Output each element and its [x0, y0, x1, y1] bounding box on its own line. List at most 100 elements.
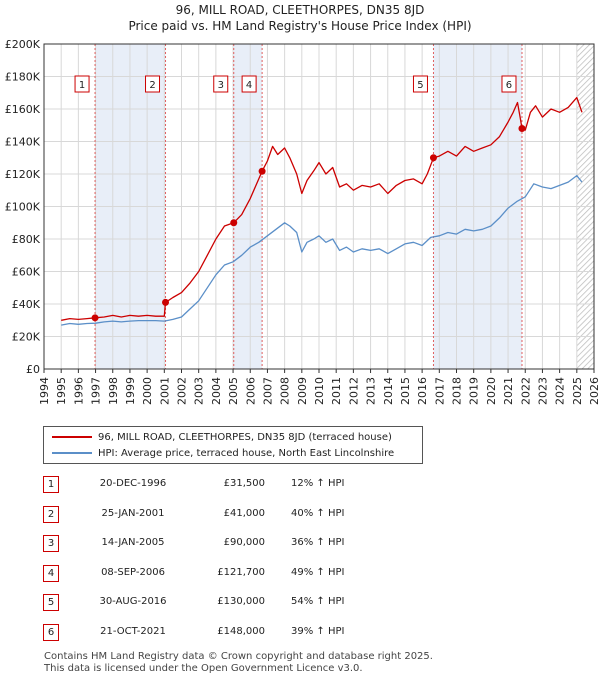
sale-point — [429, 154, 437, 162]
x-tick-label: 2003 — [193, 377, 206, 405]
y-tick-label: £60K — [12, 266, 41, 279]
sale-date: 08-SEP-2006 — [101, 566, 165, 578]
footer-licence: This data is licensed under the Open Gov… — [44, 663, 363, 674]
x-tick-label: 1999 — [124, 377, 137, 405]
sale-label-box — [501, 75, 517, 93]
sale-point — [258, 167, 266, 175]
sale-point — [91, 314, 99, 322]
x-tick-label: 2023 — [536, 377, 549, 405]
sale-point — [518, 125, 526, 132]
sale-price: £130,000 — [217, 596, 265, 607]
sale-label-box — [145, 75, 161, 93]
y-tick-label: £200K — [5, 38, 41, 51]
price-chart: £0 £20K £40K £60K £80K £100K £120K £140K £160K £1… — [5, 38, 600, 405]
legend-item-property: 96, MILL ROAD, CLEETHORPES, DN35 8JD (te… — [52, 429, 392, 445]
x-tick-label: 2007 — [261, 377, 274, 405]
x-tick-label: 2015 — [399, 377, 412, 405]
x-tick-label: 1997 — [90, 377, 103, 405]
x-tick-label: 2021 — [502, 377, 515, 405]
sale-row: 6 21-OCT-2021 £148,000 39% ↑ HPI — [43, 618, 463, 648]
sale-number-badge: 3 — [43, 535, 59, 552]
x-tick-label: 2008 — [279, 377, 292, 405]
x-tick-label: 2022 — [519, 377, 532, 405]
sale-price: £148,000 — [217, 625, 265, 637]
y-tick-label: £140K — [5, 136, 41, 149]
plot-border — [43, 43, 595, 370]
x-tick-label: 2005 — [227, 377, 240, 405]
y-tick-label: £40K — [12, 298, 41, 311]
legend-swatch-hpi — [52, 452, 92, 454]
footer-copyright: Contains HM Land Registry data © Crown c… — [44, 651, 433, 662]
sale-row: 1 20-DEC-1996 £31,500 12% ↑ HPI — [43, 470, 463, 500]
sale-date: 14-JAN-2005 — [101, 537, 165, 548]
chart-title: 96, MILL ROAD, CLEETHORPES, DN35 8JD — [175, 3, 425, 17]
sale-price: £90,000 — [223, 537, 265, 548]
x-tick-label: 2024 — [554, 377, 567, 405]
y-tick-label: £160K — [5, 103, 41, 116]
legend-label-property: 96, MILL ROAD, CLEETHORPES, DN35 8JD (te… — [98, 431, 392, 443]
x-tick-label: 2026 — [588, 377, 600, 405]
x-tick-label: 2002 — [176, 377, 189, 405]
sale-number-badge: 5 — [43, 594, 59, 611]
sale-hpi-change: 39% ↑ HPI — [291, 625, 345, 637]
sale-date: 25-JAN-2001 — [101, 507, 165, 519]
sale-number-badge: 1 — [43, 476, 59, 493]
y-tick-label: £0 — [26, 363, 40, 376]
sale-label-number: 4 — [246, 80, 252, 91]
sale-point — [162, 298, 170, 306]
sale-hpi-change: 49% ↑ HPI — [291, 566, 345, 578]
x-tick-label: 2017 — [433, 377, 446, 405]
sale-hpi-change: 40% ↑ HPI — [291, 507, 345, 519]
legend-swatch-property — [52, 436, 92, 438]
sales-table: 1 20-DEC-1996 £31,500 12% ↑ HPI 2 25-JAN… — [43, 470, 463, 647]
y-tick-label: £120K — [5, 168, 41, 181]
x-tick-label: 2018 — [451, 377, 464, 405]
x-tick-label: 2014 — [382, 377, 395, 405]
legend-item-hpi: HPI: Average price, terraced house, Nort… — [52, 445, 394, 461]
x-tick-label: 2011 — [330, 377, 343, 405]
x-tick-label: 2012 — [347, 377, 360, 405]
x-tick-label: 2020 — [485, 377, 498, 405]
sale-date: 21-OCT-2021 — [100, 625, 166, 637]
x-tick-label: 1994 — [38, 377, 51, 405]
x-tick-label: 2000 — [141, 377, 154, 405]
series-line-hpi — [61, 174, 583, 326]
chart-subtitle: Price paid vs. HM Land Registry's House … — [128, 19, 472, 33]
y-tick-label: £100K — [5, 201, 41, 214]
sale-number-badge: 4 — [43, 564, 59, 582]
x-tick-label: 1998 — [107, 377, 120, 405]
sale-hpi-change: 54% ↑ HPI — [291, 596, 345, 607]
sale-label-box — [74, 75, 90, 93]
sale-row: 3 14-JAN-2005 £90,000 36% ↑ HPI — [43, 529, 463, 559]
legend-label-hpi: HPI: Average price, terraced house, Nort… — [98, 447, 395, 459]
x-tick-label: 2025 — [571, 377, 584, 405]
y-tick-label: £180K — [5, 71, 41, 84]
sale-label-number: 1 — [79, 80, 85, 91]
sale-row: 4 08-SEP-2006 £121,700 49% ↑ HPI — [43, 559, 463, 589]
chart-legend: 96, MILL ROAD, CLEETHORPES, DN35 8JD (te… — [43, 426, 423, 464]
sale-label-number: 3 — [218, 80, 224, 91]
sale-number-badge: 2 — [43, 505, 59, 523]
sale-date: 20-DEC-1996 — [99, 478, 167, 489]
x-tick-label: 1996 — [72, 377, 85, 405]
x-tick-label: 2004 — [210, 377, 223, 405]
x-tick-label: 2001 — [158, 377, 171, 405]
sale-label-box — [213, 75, 229, 93]
x-tick-label: 2010 — [313, 377, 326, 405]
sale-row: 2 25-JAN-2001 £41,000 40% ↑ HPI — [43, 500, 463, 530]
sale-row: 5 30-AUG-2016 £130,000 54% ↑ HPI — [43, 588, 463, 618]
x-tick-label: 2006 — [244, 377, 257, 405]
sale-label-number: 6 — [506, 80, 512, 91]
x-tick-label: 2013 — [365, 377, 378, 405]
series-line-property — [61, 96, 583, 321]
x-tick-label: 2009 — [296, 377, 309, 405]
sale-hpi-change: 36% ↑ HPI — [291, 537, 345, 548]
footer-notice: Contains HM Land Registry data © Crown c… — [44, 651, 433, 675]
x-tick-label: 2019 — [468, 377, 481, 405]
sale-label-number: 5 — [417, 80, 423, 91]
sale-number-badge: 6 — [43, 623, 59, 641]
sale-point — [230, 219, 238, 227]
x-tick-label: 2016 — [416, 377, 429, 405]
sale-price: £31,500 — [223, 478, 265, 489]
sale-label-box — [241, 75, 257, 93]
